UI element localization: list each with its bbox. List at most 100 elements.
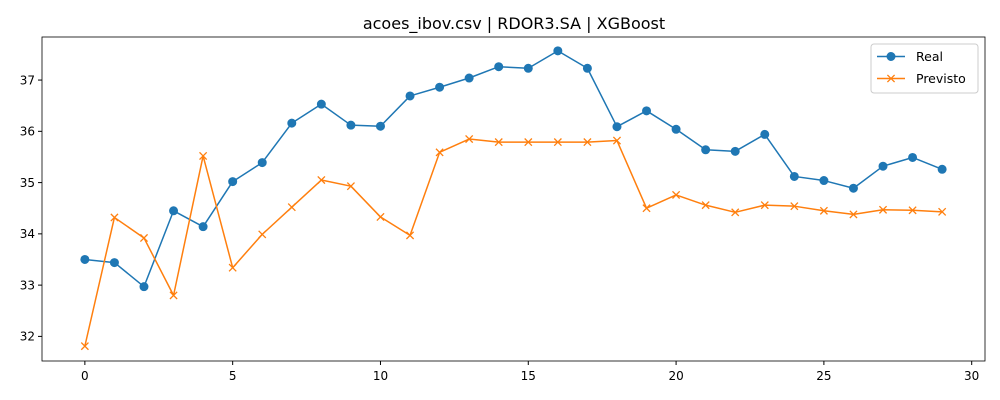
series-previsto-point-7 [287,203,296,212]
series-previsto-point-23-stroke-b [760,201,769,210]
y-tick-label: 32 [20,330,35,344]
series-real-point-22 [730,146,740,156]
series-real-point-17 [582,63,592,73]
series-previsto-point-27 [878,205,888,214]
series-previsto-point-5 [228,263,237,272]
x-tick-label: 15 [521,369,536,383]
series-real-point-8 [316,99,326,109]
series-real-point-19 [642,106,652,116]
x-tick-label: 20 [668,369,683,383]
series-previsto-point-17-stroke-b [583,138,592,147]
series-previsto-point-18-stroke-b [612,136,622,145]
series-real-point-5 [228,177,238,187]
series-previsto-point-16-stroke-b [553,138,562,147]
series-layer [80,46,947,351]
series-previsto-point-10-stroke-b [376,212,385,222]
series-real-point-0 [80,254,90,264]
series-previsto-point-6-stroke-b [258,230,267,239]
series-previsto-point-19 [642,204,651,213]
series-previsto-point-1-stroke-b [110,213,119,222]
series-previsto-point-7-stroke-b [287,203,296,212]
series-real-point-24 [789,171,799,181]
series-previsto-point-22 [731,208,740,217]
series-real [80,46,947,292]
series-previsto-point-22-stroke-b [731,208,740,217]
series-previsto-point-6 [258,230,267,239]
x-tick-label: 0 [81,369,89,383]
legend-real-label: Real [916,49,943,64]
series-previsto-point-8-stroke-b [317,175,326,185]
series-previsto-point-9-stroke-b [346,182,355,191]
x-tick-label: 25 [816,369,831,383]
y-tick-label: 34 [20,227,35,241]
y-tick-label: 37 [20,73,35,87]
series-previsto-line [84,138,943,347]
axes: 0 5 10 15 20 25 30 32 33 34 35 36 37 [20,36,986,383]
series-real-point-10 [375,121,385,131]
series-real-point-27 [878,161,888,171]
series-previsto-point-26 [849,210,858,219]
series-previsto-point-19-stroke-b [642,204,651,213]
series-real-point-15 [523,63,533,73]
series-real-point-1 [109,258,119,268]
series-previsto-point-28 [908,206,917,215]
series-real-point-23 [760,129,770,139]
series-previsto-point-2-stroke-b [139,233,149,243]
series-real-point-26 [848,183,858,193]
series-previsto-point-25 [819,206,828,215]
legend-item-previsto: Previsto [877,71,966,86]
series-real-point-29 [937,164,947,174]
series-real-point-2 [139,282,149,292]
series-previsto-point-0-stroke-b [80,342,89,351]
y-tick-label: 35 [20,176,35,190]
series-previsto-point-11 [405,231,415,240]
y-tick-label: 36 [20,125,35,139]
series-previsto-point-24-stroke-b [790,202,799,211]
series-previsto-point-26-stroke-b [849,210,858,219]
series-previsto-point-13-stroke-b [465,134,474,144]
x-tick-label: 30 [964,369,979,383]
legend: Real Previsto [870,43,979,94]
legend-previsto-label: Previsto [916,71,966,86]
axes-frame [41,36,986,362]
series-real-point-28 [908,152,918,162]
series-real-point-14 [494,62,504,72]
series-real-point-12 [435,82,445,92]
series-previsto-point-11-stroke-b [405,231,415,240]
series-previsto-point-27-stroke-b [878,205,888,214]
series-previsto-point-20 [672,190,681,199]
series-previsto-point-14-stroke-b [494,138,503,147]
series-real-point-7 [287,118,297,128]
legend-previsto-swatch-marker-stroke-b [886,74,896,83]
x-tick-label: 5 [229,369,237,383]
series-previsto-point-4-stroke-b [199,151,208,160]
series-previsto-point-3 [169,291,178,300]
series-previsto-point-12 [435,148,444,157]
series-previsto-point-12-stroke-b [435,148,444,157]
series-previsto-point-21-stroke-b [701,201,710,210]
series-previsto-point-21 [701,201,710,210]
series-real-point-3 [169,206,179,216]
series-previsto-point-28-stroke-b [908,206,917,215]
series-real-point-6 [257,158,267,168]
series-previsto-point-16 [553,138,562,147]
series-real-point-21 [701,145,711,155]
plot-area [42,37,985,361]
plot-background [42,37,985,361]
chart-title: acoes_ibov.csv | RDOR3.SA | XGBoost [363,14,665,34]
legend-item-real: Real [877,49,943,64]
series-previsto [80,134,947,351]
series-previsto-point-1 [110,213,119,222]
legend-real-swatch-marker [886,52,896,61]
series-previsto-point-24 [790,202,799,211]
series-previsto-point-14 [494,138,503,147]
series-real-point-11 [405,91,415,101]
series-previsto-point-8 [317,175,326,185]
series-previsto-point-17 [583,138,592,147]
series-real-point-13 [464,73,474,83]
series-previsto-point-0 [80,342,89,351]
series-real-line [84,50,943,288]
series-real-point-18 [612,122,622,132]
series-previsto-point-29 [938,207,947,216]
